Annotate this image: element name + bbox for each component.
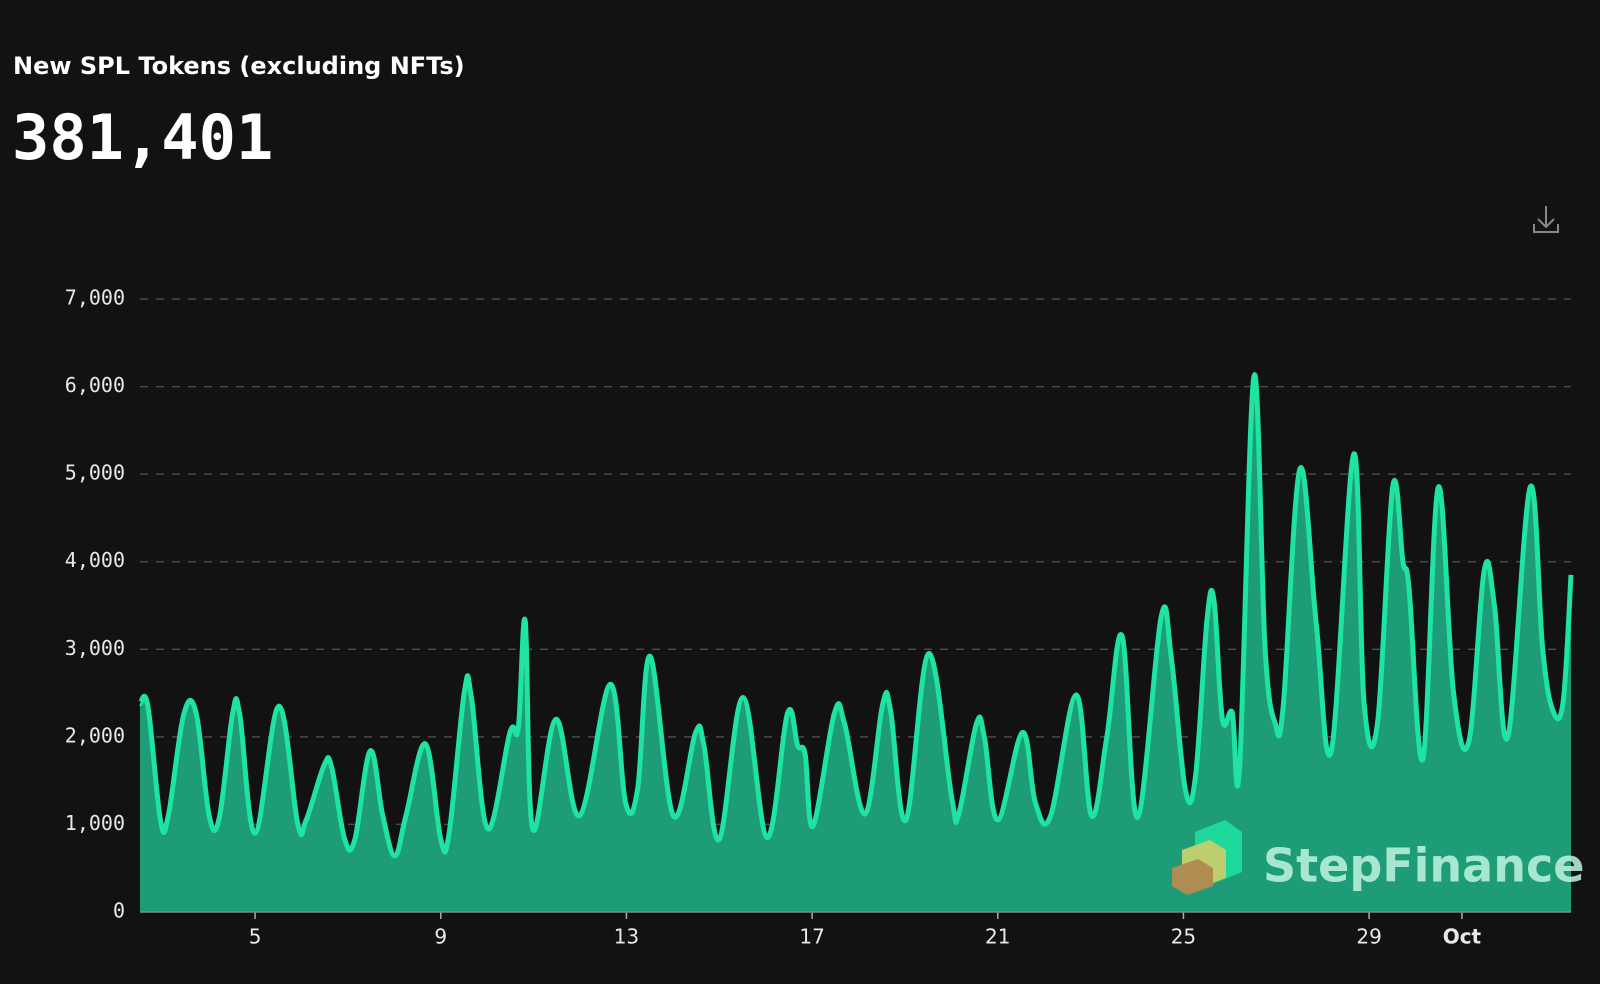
logo-shape xyxy=(1172,859,1213,895)
y-tick-label: 1,000 xyxy=(65,811,125,835)
y-tick-label: 7,000 xyxy=(65,286,125,310)
y-tick-label: 0 xyxy=(113,899,125,923)
y-tick-label: 6,000 xyxy=(65,373,125,397)
x-tick-label: 17 xyxy=(799,925,824,949)
plot xyxy=(137,372,1574,912)
x-tick-label: 29 xyxy=(1356,925,1381,949)
y-tick-label: 4,000 xyxy=(65,548,125,572)
x-tick-label: 25 xyxy=(1171,925,1196,949)
x-tick-label: 5 xyxy=(249,925,262,949)
watermark: StepFinance xyxy=(1263,839,1584,893)
download-icon[interactable] xyxy=(1533,206,1559,233)
area xyxy=(140,374,1571,912)
y-tick-label: 2,000 xyxy=(65,723,125,747)
download-button[interactable] xyxy=(1533,206,1559,233)
line xyxy=(137,372,1574,859)
y-tick-label: 3,000 xyxy=(65,636,125,660)
y-tick-label: 5,000 xyxy=(65,461,125,485)
chart-title: New SPL Tokens (excluding NFTs) xyxy=(13,52,465,80)
headline-value: 381,401 xyxy=(12,101,273,174)
x-tick-label: 21 xyxy=(985,925,1010,949)
x-tick-label: 9 xyxy=(434,925,447,949)
x-tick-label: 13 xyxy=(614,925,639,949)
x-tick-label: Oct xyxy=(1443,925,1482,949)
axes: 0 1,000 2,000 3,000 4,000 5,000 6,000 7,000 5 9 13… xyxy=(65,286,1571,949)
watermark-group: StepFinance xyxy=(1172,820,1584,895)
